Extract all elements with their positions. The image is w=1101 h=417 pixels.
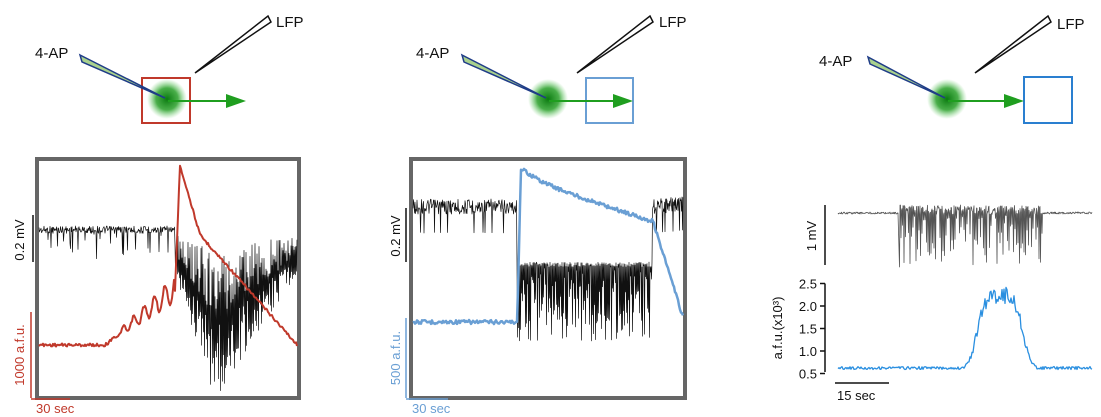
trace xyxy=(412,167,685,326)
lfp-pipette xyxy=(974,14,1052,74)
y-tick-label: 2.5 xyxy=(799,277,817,292)
voltage-scale-label: 0.2 mV xyxy=(388,215,403,257)
y-tick-label: 1.5 xyxy=(799,322,817,337)
time-scale-label: 30 sec xyxy=(36,401,75,416)
voltage-scale-label: 0.2 mV xyxy=(12,219,27,261)
lfp-pipette xyxy=(576,14,654,74)
trace xyxy=(412,196,684,342)
arrow-head xyxy=(1004,94,1024,108)
diagram-2: LFP 4-AP xyxy=(416,14,687,124)
arrow-head xyxy=(613,94,633,108)
fluorescence-scale-label: 500 a.f.u. xyxy=(388,331,403,385)
axis-label: a.f.u.(x10³) xyxy=(770,297,785,360)
fluorescence-scale-label: 1000 a.f.u. xyxy=(12,324,27,385)
lfp-pipette xyxy=(194,14,272,74)
lfp-label: LFP xyxy=(1057,16,1085,33)
trace-frame xyxy=(409,157,687,400)
y-tick-label: 1.0 xyxy=(799,344,817,359)
drug-label: 4-AP xyxy=(416,45,449,62)
y-tick-label: 2.0 xyxy=(799,299,817,314)
diagram-1: LFP 4-AP xyxy=(35,14,304,124)
region-box xyxy=(1023,76,1073,124)
traces xyxy=(38,164,1093,391)
trace xyxy=(38,164,298,348)
voltage-scale-label: 1 mV xyxy=(804,221,819,252)
cell-glow xyxy=(927,79,967,119)
drug-label: 4-AP xyxy=(35,45,68,62)
trace xyxy=(837,204,1093,268)
drug-pipette xyxy=(460,53,547,99)
trace xyxy=(837,286,1093,371)
trace-frame xyxy=(35,157,301,400)
drug-label: 4-AP xyxy=(819,53,852,70)
time-scale-label: 30 sec xyxy=(412,401,451,416)
lfp-label: LFP xyxy=(659,14,687,31)
lfp-label: LFP xyxy=(276,14,304,31)
cell-glow xyxy=(147,79,187,119)
y-tick-label: 0.5 xyxy=(799,367,817,382)
time-scale-label: 15 sec xyxy=(837,388,876,403)
diagram-3: LFP 4-AP xyxy=(819,14,1085,124)
arrow-head xyxy=(226,94,246,108)
drug-pipette xyxy=(866,55,946,99)
cell-glow xyxy=(528,79,568,119)
trace xyxy=(38,225,298,391)
drug-pipette xyxy=(78,53,166,99)
